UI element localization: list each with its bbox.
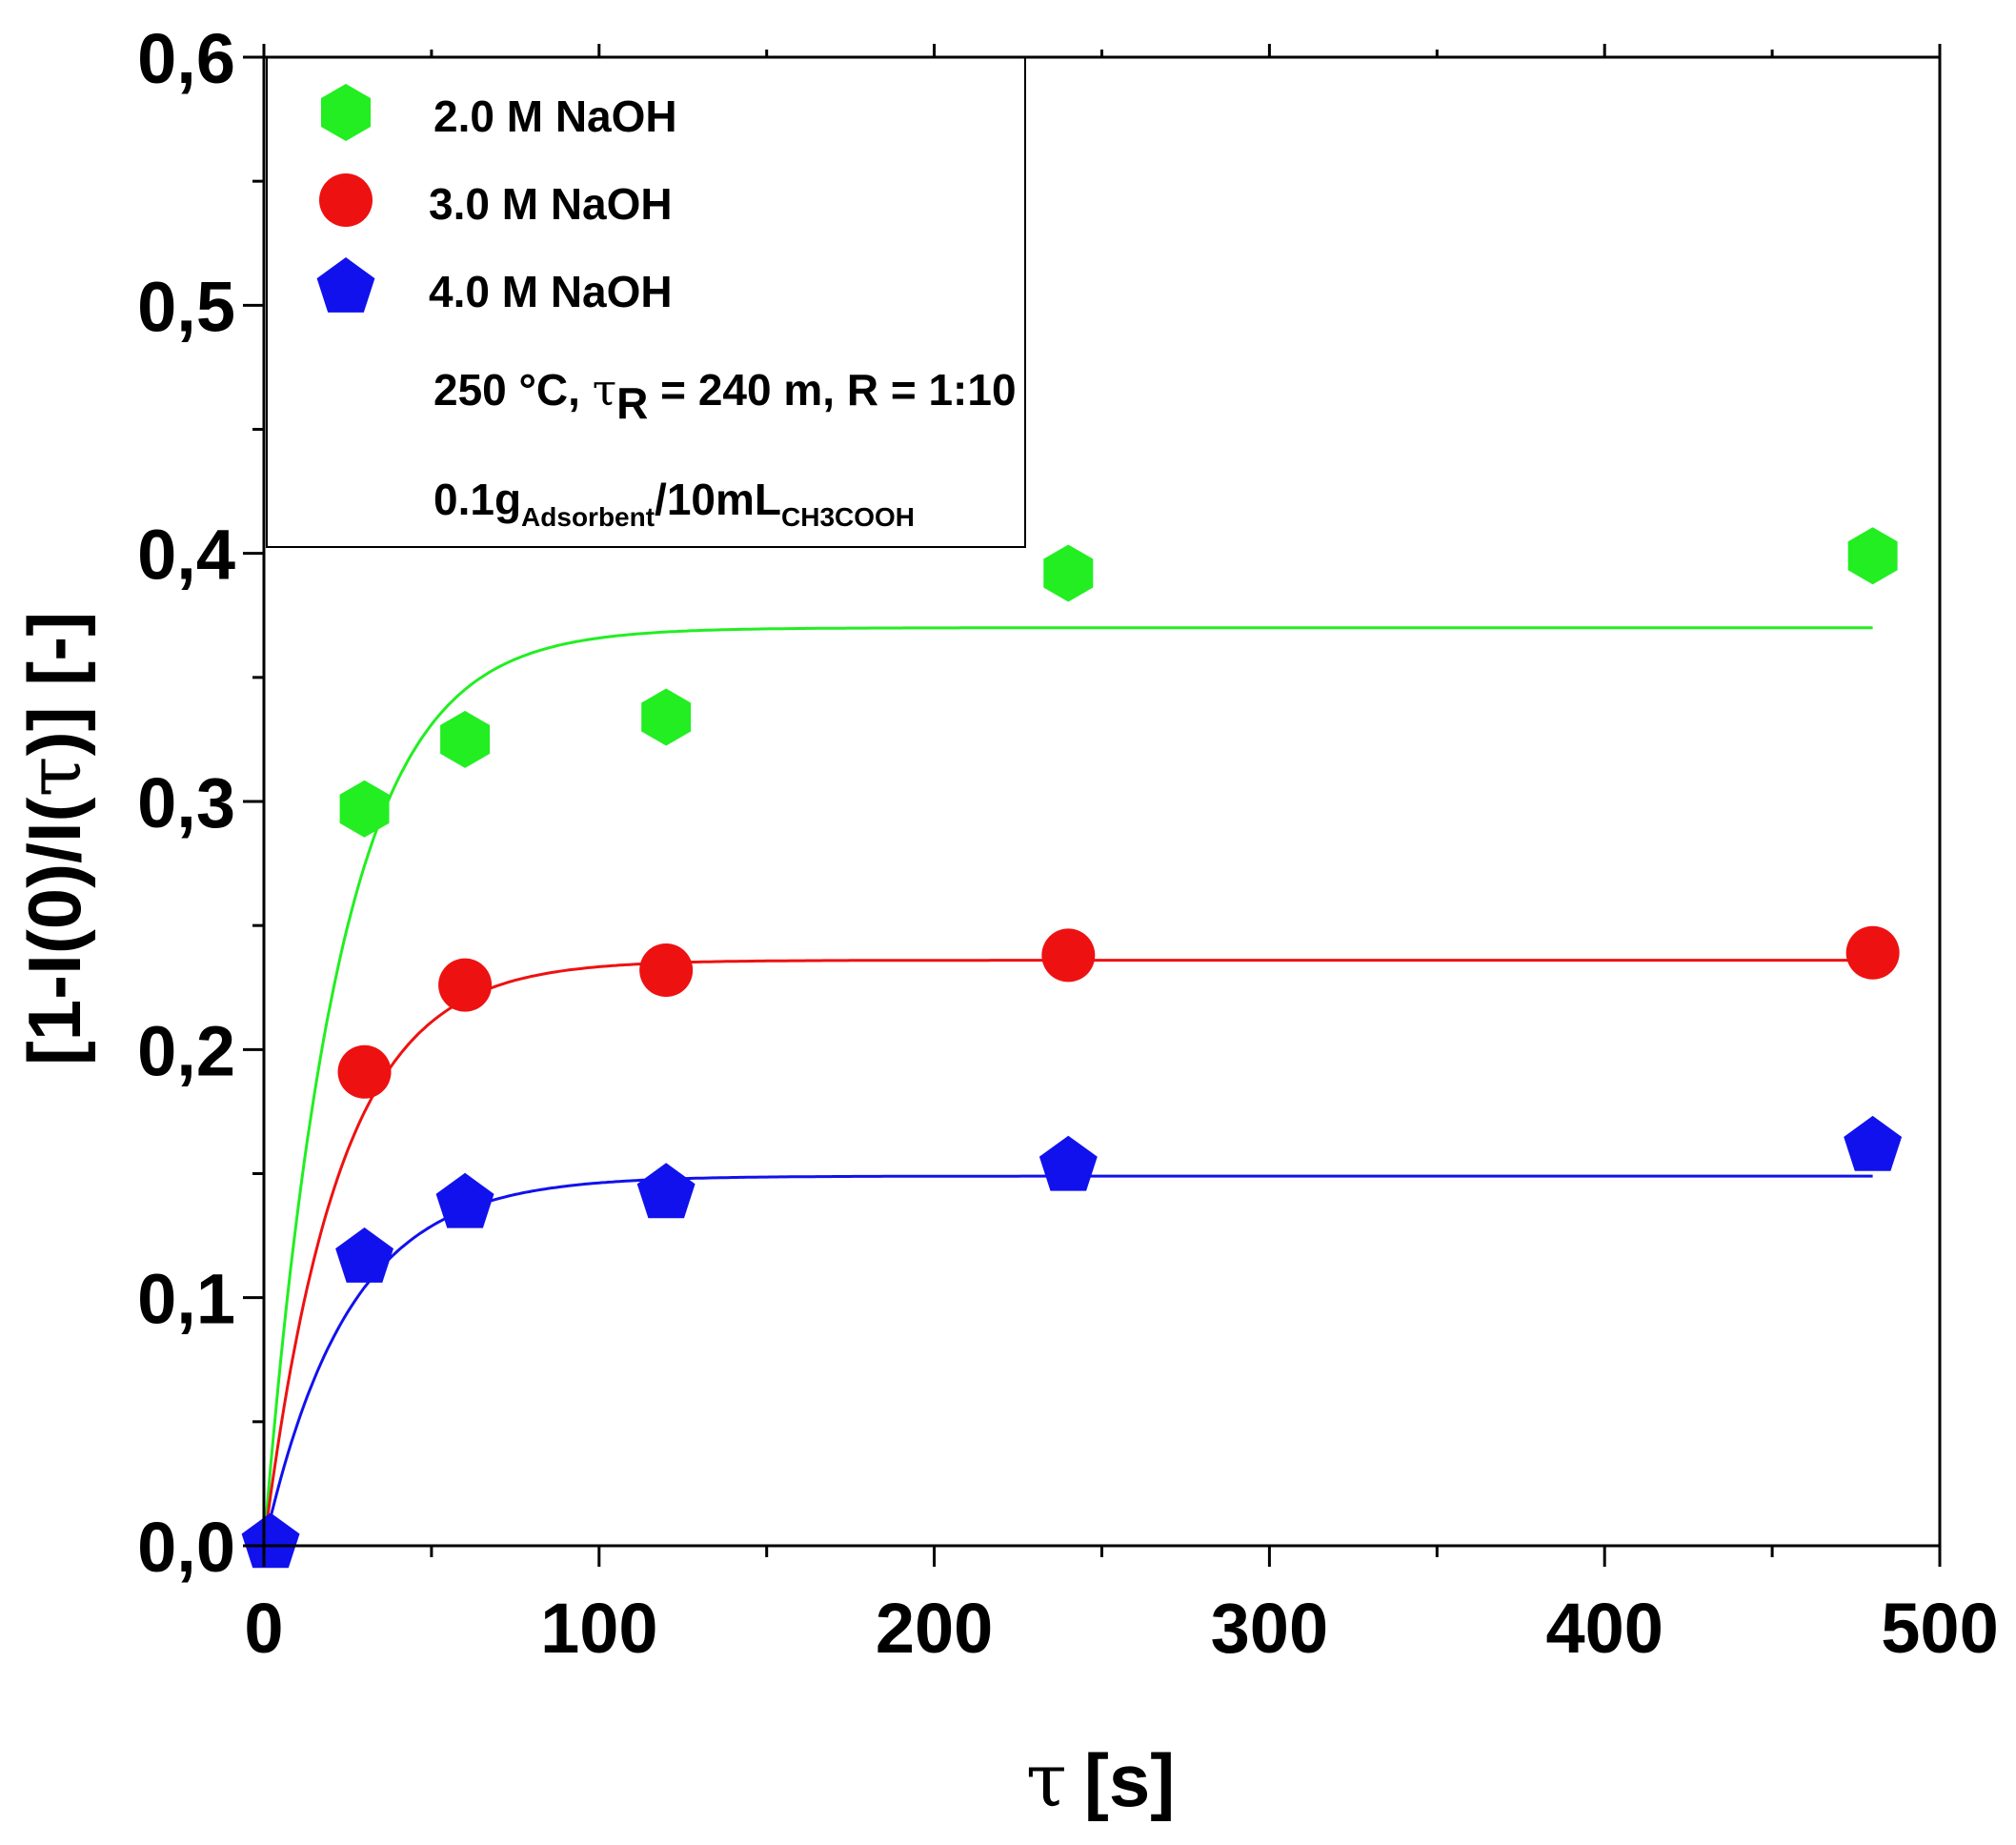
fit-curves [262,626,1873,1547]
point-series-2 [335,1227,393,1283]
point-series-0 [641,688,692,746]
conditions-symbol: τ [593,364,616,416]
x-axis-unit: [s] [1084,1738,1175,1822]
y-tick-label: 0,0 [137,1508,235,1587]
y-axis-symbol: τ [12,756,98,797]
y-axis-title-prefix: [1-I(0)/I( [12,798,96,1066]
x-tick-label: 300 [1211,1589,1328,1668]
x-axis-title: τ [s] [1026,1738,1176,1824]
point-series-0 [1847,527,1898,585]
y-tick-label: 0,4 [137,516,235,595]
fit-line-series-0 [262,626,1873,1547]
y-axis-title: [1-I(0)/I(τ)] [-] [12,612,98,1065]
point-series-1 [639,943,694,998]
point-series-0 [1043,544,1094,602]
x-axis-ticks: 0 100 200 300 400 500 [244,44,1999,1668]
legend-label-series-2: 4.0 M NaOH [429,267,673,316]
x-tick-label: 0 [244,1589,283,1668]
axes: 0 100 200 300 400 500 0,0 0,1 0,2 0,3 0,4 0,5 0,6 [137,19,1999,1668]
legend-label-series-1: 3.0 M NaOH [429,179,673,229]
point-series-1 [438,958,493,1012]
legend-box [266,56,1026,548]
y-tick-label: 0,1 [137,1260,235,1339]
x-tick-label: 400 [1545,1589,1663,1668]
point-series-1 [1845,925,1900,980]
x-axis-symbol: τ [1026,1738,1067,1824]
ratio-mass-subscript: Adsorbent [521,502,655,532]
point-series-1 [337,1044,392,1099]
y-axis-title-suffix: )] [-] [12,612,96,757]
y-tick-label: 0,5 [137,267,235,346]
legend-marker-series-1 [319,173,373,227]
ratio-mass: 0.1g [433,475,521,524]
point-series-2 [1844,1115,1903,1171]
legend-marker-series-2 [316,257,375,313]
point-series-0 [339,780,390,838]
conditions-annotation: 250 °C, τR = 240 m, R = 1:10 [433,364,1017,428]
legend-markers [316,84,375,313]
x-tick-label: 200 [876,1589,993,1668]
legend-label-series-0: 2.0 M NaOH [433,91,677,141]
x-tick-label: 500 [1881,1589,1998,1668]
fit-line-series-2 [262,1174,1873,1547]
data-markers [241,527,1903,1569]
conditions-subscript: R [616,378,648,428]
y-tick-label: 0,6 [137,19,235,98]
point-series-2 [241,1512,300,1569]
conditions-suffix: = 240 m, R = 1:10 [648,365,1016,415]
ratio-volume: /10mL [655,475,781,524]
y-tick-label: 0,3 [137,763,235,842]
y-axis-ticks: 0,0 0,1 0,2 0,3 0,4 0,5 0,6 [137,19,264,1587]
y-tick-label: 0,2 [137,1011,235,1090]
point-series-2 [435,1172,494,1228]
point-series-2 [636,1163,696,1219]
point-series-0 [440,710,491,768]
ratio-volume-subscript: CH3COOH [781,502,915,532]
fit-line-series-1 [262,959,1873,1547]
conditions-prefix: 250 °C, [433,365,593,415]
x-tick-label: 100 [540,1589,657,1668]
ratio-annotation: 0.1gAdsorbent/10mLCH3COOH [433,475,915,532]
point-series-2 [1038,1135,1098,1191]
point-series-1 [1041,928,1096,983]
legend: 2.0 M NaOH 3.0 M NaOH 4.0 M NaOH 250 °C,… [266,56,1026,548]
legend-marker-series-0 [321,84,371,141]
